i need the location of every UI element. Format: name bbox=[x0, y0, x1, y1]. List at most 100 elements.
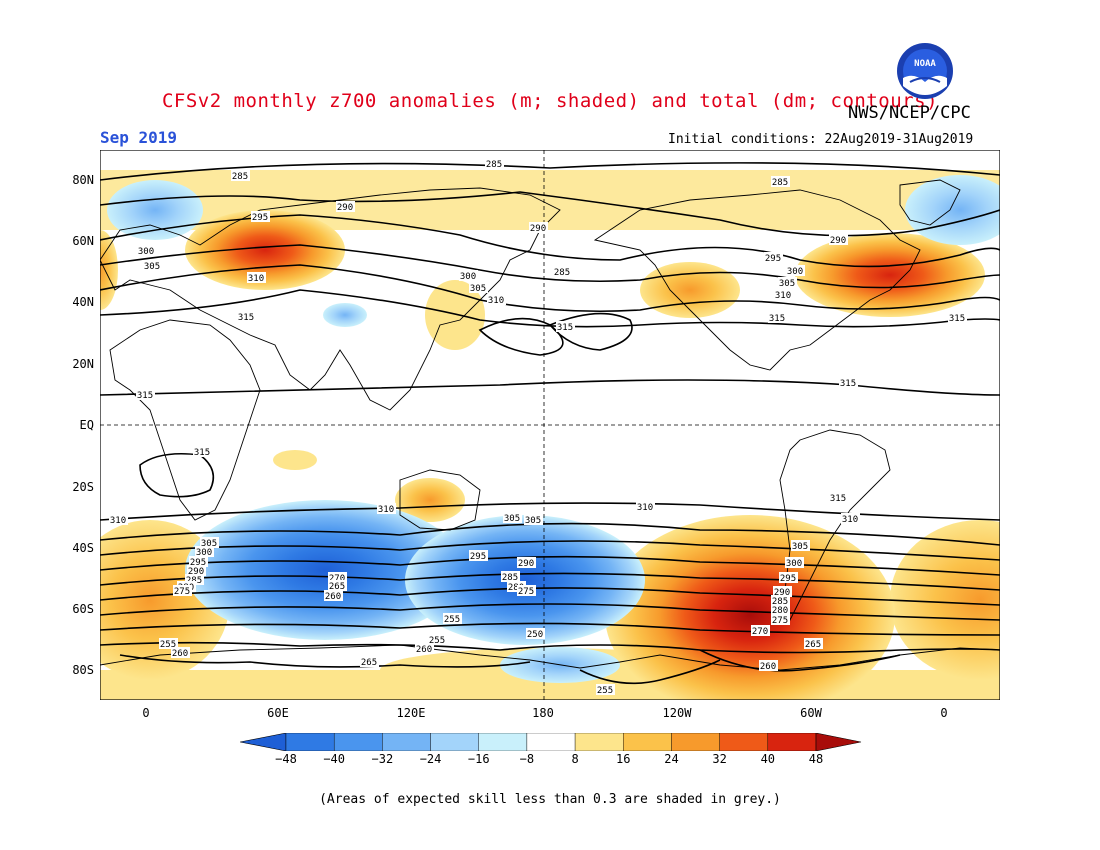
agency-label: NWS/NCEP/CPC bbox=[848, 103, 971, 123]
contour-label-bg bbox=[786, 265, 805, 276]
latitude-label: 60N bbox=[72, 234, 94, 248]
colorbar-swatch bbox=[285, 733, 335, 751]
longitude-label: 60E bbox=[267, 706, 289, 720]
contour-label: 315 bbox=[830, 494, 846, 504]
colorbar-swatch bbox=[382, 733, 431, 751]
contour-label: 310 bbox=[378, 505, 394, 515]
contour-label-bg bbox=[791, 540, 810, 551]
contour-label-bg bbox=[804, 638, 823, 649]
longitude-label: 0 bbox=[142, 706, 150, 720]
latitude-label: 80N bbox=[72, 173, 94, 187]
height-contours bbox=[100, 162, 1000, 685]
contour-label-bg bbox=[768, 312, 787, 323]
contour-labels: 2852852902953003053103153153153003053102… bbox=[109, 158, 967, 696]
contour-label-bg bbox=[195, 546, 214, 557]
contour-label: 290 bbox=[774, 588, 790, 598]
contour-label-bg bbox=[187, 565, 206, 576]
contour-label-bg bbox=[829, 492, 848, 503]
contour-label: 300 bbox=[196, 548, 212, 558]
contour-label: 310 bbox=[842, 515, 858, 525]
contour-label: 285 bbox=[554, 268, 570, 278]
contour-label: 315 bbox=[194, 448, 210, 458]
contour-label: 305 bbox=[779, 279, 795, 289]
contour-label-bg bbox=[200, 537, 219, 548]
contour-label: 270 bbox=[752, 627, 768, 637]
contour-label-bg bbox=[841, 513, 860, 524]
colorbar-swatch bbox=[333, 733, 383, 751]
contour-label: 295 bbox=[190, 558, 206, 568]
colorbar-label: 16 bbox=[616, 752, 631, 766]
contour-label: 250 bbox=[527, 630, 543, 640]
colorbar-swatch bbox=[478, 733, 528, 751]
contour-label-bg bbox=[328, 572, 347, 583]
contour-label: 285 bbox=[486, 160, 502, 170]
contour-label-bg bbox=[415, 643, 434, 654]
contour-label: 315 bbox=[840, 379, 856, 389]
latitude-label: 40N bbox=[72, 295, 94, 309]
contour-label-bg bbox=[428, 634, 447, 645]
colorbar-swatch bbox=[623, 733, 672, 751]
colorbar-swatch bbox=[526, 733, 576, 751]
contour-label: 310 bbox=[637, 503, 653, 513]
contour-label: 285 bbox=[772, 178, 788, 188]
contour-label-bg bbox=[785, 557, 804, 568]
colorbar-arrow-low bbox=[240, 733, 287, 751]
contour-label: 260 bbox=[325, 592, 341, 602]
contour-label-bg bbox=[771, 614, 790, 625]
contour-label: 280 bbox=[772, 606, 788, 616]
contour-label: 285 bbox=[232, 172, 248, 182]
noaa-logo: NOAA bbox=[897, 43, 953, 99]
contour-label-bg bbox=[526, 628, 545, 639]
contour-label-bg bbox=[764, 252, 783, 263]
contour-label-bg bbox=[636, 501, 655, 512]
contour-label: 275 bbox=[518, 587, 534, 597]
contour-label: 295 bbox=[252, 213, 268, 223]
contour-label: 295 bbox=[765, 254, 781, 264]
longitude-label: 120W bbox=[662, 706, 692, 720]
contour-label-bg bbox=[143, 260, 162, 271]
contour-label-bg bbox=[839, 377, 858, 388]
contour-label-bg bbox=[524, 514, 543, 525]
contour-label: 255 bbox=[444, 615, 460, 625]
contour-label: 305 bbox=[470, 284, 486, 294]
colorbar-swatch bbox=[574, 733, 624, 751]
contour-label-bg bbox=[109, 514, 128, 525]
contour-label-bg bbox=[771, 604, 790, 615]
contour-label: 310 bbox=[110, 516, 126, 526]
coast-africa bbox=[109, 319, 261, 521]
colorbar-label: −8 bbox=[519, 752, 535, 766]
contour-label: 290 bbox=[518, 559, 534, 569]
contour-label: 255 bbox=[429, 636, 445, 646]
latitude-label: 40S bbox=[72, 541, 94, 555]
colorbar-label: 40 bbox=[760, 752, 776, 766]
longitude-label: 0 bbox=[940, 706, 948, 720]
chart-title: CFSv2 monthly z700 anomalies (m; shaded)… bbox=[161, 90, 939, 112]
colorbar-label: −40 bbox=[323, 752, 346, 766]
contour-label-bg bbox=[137, 245, 156, 256]
contour-label-bg bbox=[556, 321, 575, 332]
coast-antarctica bbox=[100, 644, 1000, 671]
contour-label-bg bbox=[247, 272, 266, 283]
contour-label: 255 bbox=[160, 640, 176, 650]
contour-label: 295 bbox=[470, 552, 486, 562]
colorbar-swatch bbox=[430, 733, 479, 751]
contour-label-bg bbox=[377, 503, 396, 514]
contour-label-bg bbox=[773, 586, 792, 597]
contour-label: 260 bbox=[416, 645, 432, 655]
colorbar-arrow-high bbox=[815, 733, 862, 751]
contour-label-bg bbox=[159, 638, 178, 649]
contour-label: 310 bbox=[488, 296, 504, 306]
anomaly-map: 2852852902953003053103153153153003053102… bbox=[100, 150, 1000, 700]
contour-label-bg bbox=[774, 289, 793, 300]
contour-label-bg bbox=[501, 571, 520, 582]
contour-label-bg bbox=[231, 170, 250, 181]
longitude-label: 180 bbox=[532, 706, 554, 720]
contour-label: 275 bbox=[174, 587, 190, 597]
contour-label-bg bbox=[507, 581, 526, 592]
latitude-label: EQ bbox=[79, 418, 94, 432]
colorbar-label: −32 bbox=[371, 752, 394, 766]
contour-label: 310 bbox=[248, 274, 264, 284]
contour-label: 310 bbox=[775, 291, 791, 301]
latitude-label: 60S bbox=[72, 602, 94, 616]
longitude-label: 60W bbox=[800, 706, 822, 720]
